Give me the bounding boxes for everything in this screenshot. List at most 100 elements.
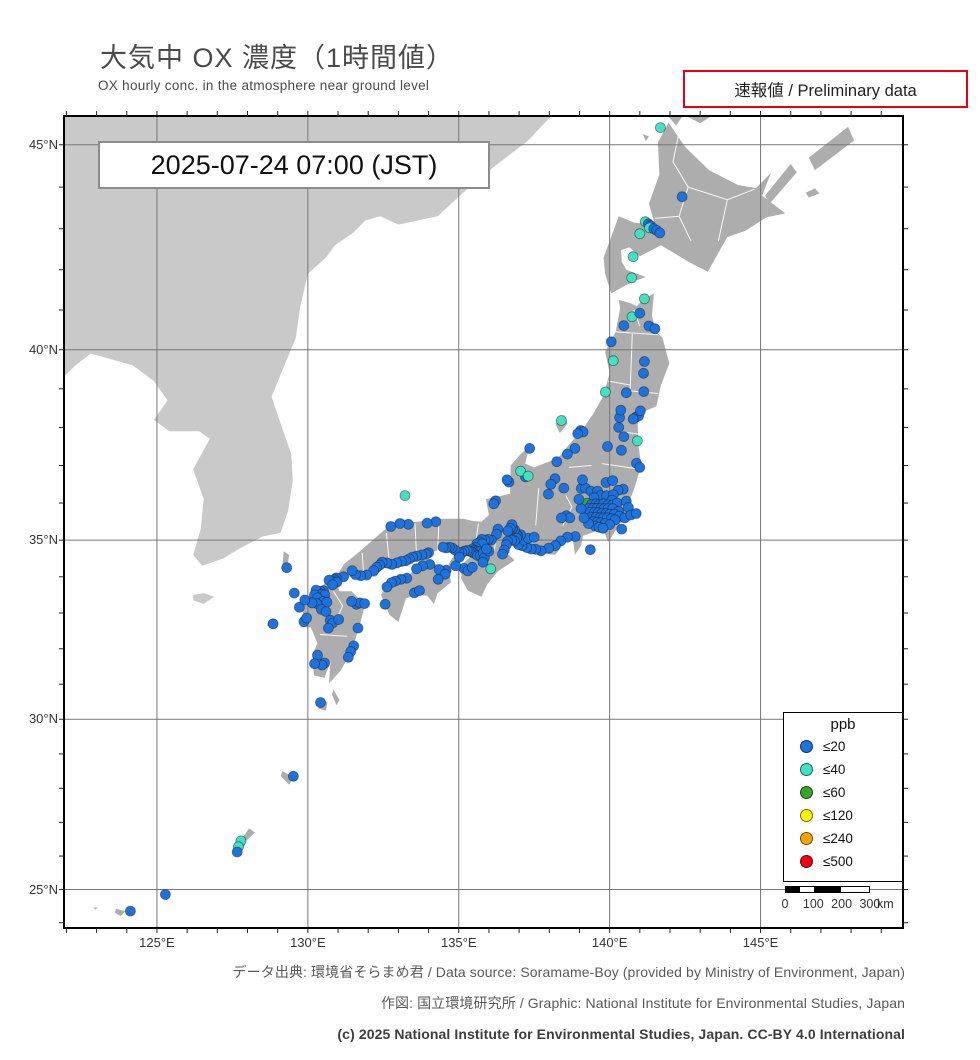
station-dot xyxy=(477,556,489,568)
scale-bar-segment xyxy=(813,887,842,892)
lon-tick-label: 135°E xyxy=(440,935,477,950)
station-dot xyxy=(575,503,587,515)
station-dot xyxy=(309,658,320,670)
preliminary-data-label: 速報値 / Preliminary data xyxy=(734,82,917,100)
station-dot xyxy=(615,404,627,416)
lat-tick-label: 40°N xyxy=(28,341,58,357)
station-dot xyxy=(627,251,639,263)
station-dot xyxy=(346,565,358,577)
station-dot xyxy=(616,444,627,456)
legend-dot-icon xyxy=(800,786,813,799)
station-dot xyxy=(287,770,299,782)
legend-row: ≤20 xyxy=(784,735,902,758)
station-dot xyxy=(676,191,688,203)
land-sakhalin xyxy=(668,116,712,126)
land-hokkaido xyxy=(603,122,786,294)
legend-label: ≤60 xyxy=(823,785,846,800)
station-dot xyxy=(639,356,650,367)
land-iriomote xyxy=(114,908,126,917)
station-dot xyxy=(638,386,650,398)
timestamp-label: 2025-07-24 07:00 (JST) xyxy=(150,149,438,180)
station-dot xyxy=(573,493,585,505)
station-dot xyxy=(315,697,326,708)
land-iturup xyxy=(808,126,855,171)
prefecture-border xyxy=(615,331,658,336)
station-dot xyxy=(485,563,497,575)
prefecture-border xyxy=(602,463,636,469)
legend-label: ≤20 xyxy=(823,739,846,754)
footer-credits: データ出典: 環境省そらまめ君 / Data source: Soramame-… xyxy=(0,962,905,1042)
scale-bar-segment xyxy=(786,887,800,892)
station-dot xyxy=(616,523,628,535)
station-dot xyxy=(558,482,570,494)
station-dot xyxy=(555,415,567,426)
station-dot xyxy=(634,307,646,319)
land-shikotan xyxy=(805,188,820,198)
station-dot xyxy=(385,521,397,532)
map-frame xyxy=(63,115,904,929)
map-area xyxy=(59,111,908,933)
timestamp-box: 2025-07-24 07:00 (JST) xyxy=(98,141,490,189)
station-dot xyxy=(555,512,567,524)
legend-label: ≤240 xyxy=(823,831,853,846)
scale-bar: 0 100 200 300 km xyxy=(781,886,915,920)
scale-bar-tick-label: 200 xyxy=(831,897,853,911)
station-dot xyxy=(649,323,661,335)
station-dot xyxy=(602,441,613,452)
station-dot xyxy=(301,612,313,624)
land-jeju xyxy=(193,593,215,604)
station-dot xyxy=(597,522,609,534)
station-dot xyxy=(281,562,293,574)
lon-tick-label: 145°E xyxy=(742,935,779,950)
prefecture-border xyxy=(535,488,540,526)
legend-dot-icon xyxy=(800,763,813,776)
land-amami xyxy=(280,771,293,785)
station-dot xyxy=(160,889,171,900)
prefecture-border xyxy=(608,380,631,386)
lon-tick-label: 125°E xyxy=(139,935,175,950)
station-dot xyxy=(634,461,646,473)
prefecture-border xyxy=(385,532,390,563)
station-dot xyxy=(333,614,345,625)
lat-tick-label: 25°N xyxy=(28,881,58,897)
station-dot xyxy=(577,474,588,486)
scale-bar-segment xyxy=(841,887,869,892)
station-dot xyxy=(497,548,508,560)
station-dot xyxy=(327,579,339,591)
prefecture-border xyxy=(568,465,592,468)
preliminary-data-badge: 速報値 / Preliminary data xyxy=(683,70,968,108)
legend-dot-icon xyxy=(800,855,813,868)
station-dot xyxy=(414,585,425,597)
station-dot xyxy=(638,367,649,379)
prefecture-border xyxy=(319,634,348,637)
station-dot xyxy=(320,606,332,618)
station-dot xyxy=(432,573,444,585)
station-dot xyxy=(630,508,642,519)
japan-map-svg xyxy=(59,111,908,933)
lat-tick-label: 30°N xyxy=(28,711,58,727)
station-dot xyxy=(342,651,354,663)
scale-bar-tick-label: 0 xyxy=(781,897,789,911)
lat-tick-label: 45°N xyxy=(28,136,58,152)
scale-bar-tick-label: 100 xyxy=(802,897,824,911)
station-dot xyxy=(654,227,666,239)
station-dot xyxy=(569,442,581,454)
land-continent xyxy=(64,116,552,566)
legend-label: ≤500 xyxy=(823,854,853,869)
scale-bar-segments xyxy=(785,886,870,893)
legend-dot-icon xyxy=(800,809,813,822)
map-layers xyxy=(64,116,903,928)
legend-row: ≤120 xyxy=(784,804,902,827)
legend-rows: ≤20 ≤40 ≤60 ≤120 ≤240 ≤500 xyxy=(784,735,902,873)
station-dot xyxy=(561,448,573,460)
station-dot xyxy=(231,846,243,858)
footer-graphic-credit: 作図: 国立環境研究所 / Graphic: National Institut… xyxy=(380,995,905,1011)
lon-tick-label: 130°E xyxy=(290,935,326,950)
station-dot xyxy=(551,456,563,468)
station-dot xyxy=(421,517,433,529)
legend-row: ≤60 xyxy=(784,781,902,804)
station-dot xyxy=(542,488,554,500)
station-dot xyxy=(524,442,536,454)
station-dot xyxy=(502,525,514,537)
station-dot xyxy=(488,498,500,510)
